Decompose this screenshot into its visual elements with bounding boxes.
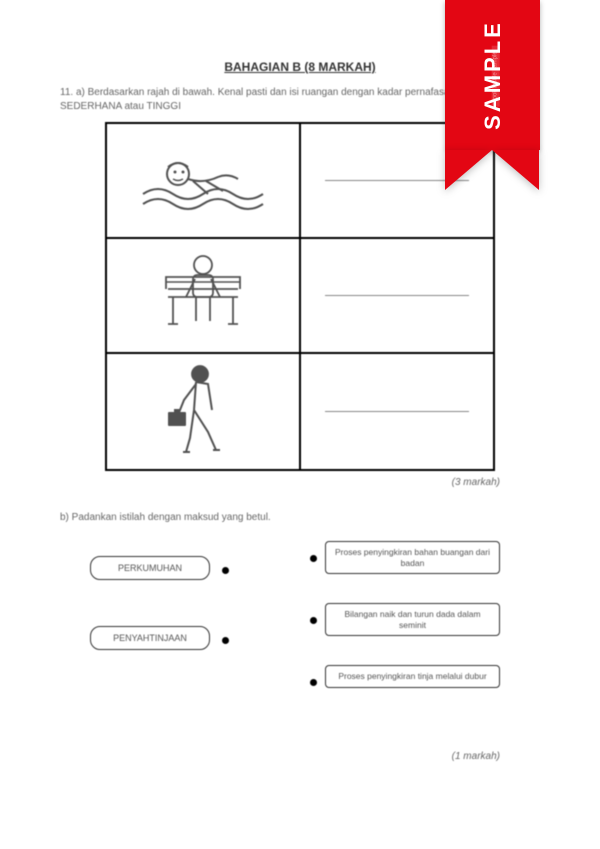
ribbon-subtext: look inside sample: [491, 45, 499, 106]
table-row: [106, 123, 494, 238]
illustration-cell-sitting: [106, 238, 300, 353]
illustration-cell-swimming: [106, 123, 300, 238]
connector-dot[interactable]: [222, 567, 229, 574]
definition-box[interactable]: Bilangan naik dan turun dada dalam semin…: [325, 603, 500, 636]
connector-dot[interactable]: [310, 555, 317, 562]
activity-table: [105, 122, 495, 471]
connector-dot[interactable]: [310, 679, 317, 686]
q11a-marks: (3 markah): [60, 477, 540, 488]
q11b-text: b) Padankan istilah dengan maksud yang b…: [60, 512, 540, 523]
connector-dot[interactable]: [310, 617, 317, 624]
sample-ribbon: SAMPLE look inside sample: [445, 0, 540, 190]
illustration-cell-walking: [106, 353, 300, 470]
term-box[interactable]: PERKUMUHAN: [90, 556, 210, 580]
sitting-bench-icon: [138, 249, 268, 339]
connector-dot[interactable]: [222, 637, 229, 644]
matching-area: PERKUMUHAN PENYAHTINJAAN Proses penyingki…: [60, 541, 540, 751]
answer-cell[interactable]: [300, 238, 494, 353]
walking-briefcase-icon: [138, 360, 268, 460]
answer-cell[interactable]: [300, 353, 494, 470]
swimming-icon: [138, 139, 268, 219]
term-box[interactable]: PENYAHTINJAAN: [90, 626, 210, 650]
q11a-number: 11. a): [60, 87, 85, 98]
q11b-marks: (1 markah): [60, 751, 540, 762]
table-row: [106, 353, 494, 470]
definition-box[interactable]: Proses penyingkiran tinja melalui dubur: [325, 665, 500, 688]
definition-box[interactable]: Proses penyingkiran bahan buangan dari b…: [325, 541, 500, 574]
q11a-prompt: Berdasarkan rajah di bawah. Kenal pasti …: [60, 87, 503, 112]
table-row: [106, 238, 494, 353]
